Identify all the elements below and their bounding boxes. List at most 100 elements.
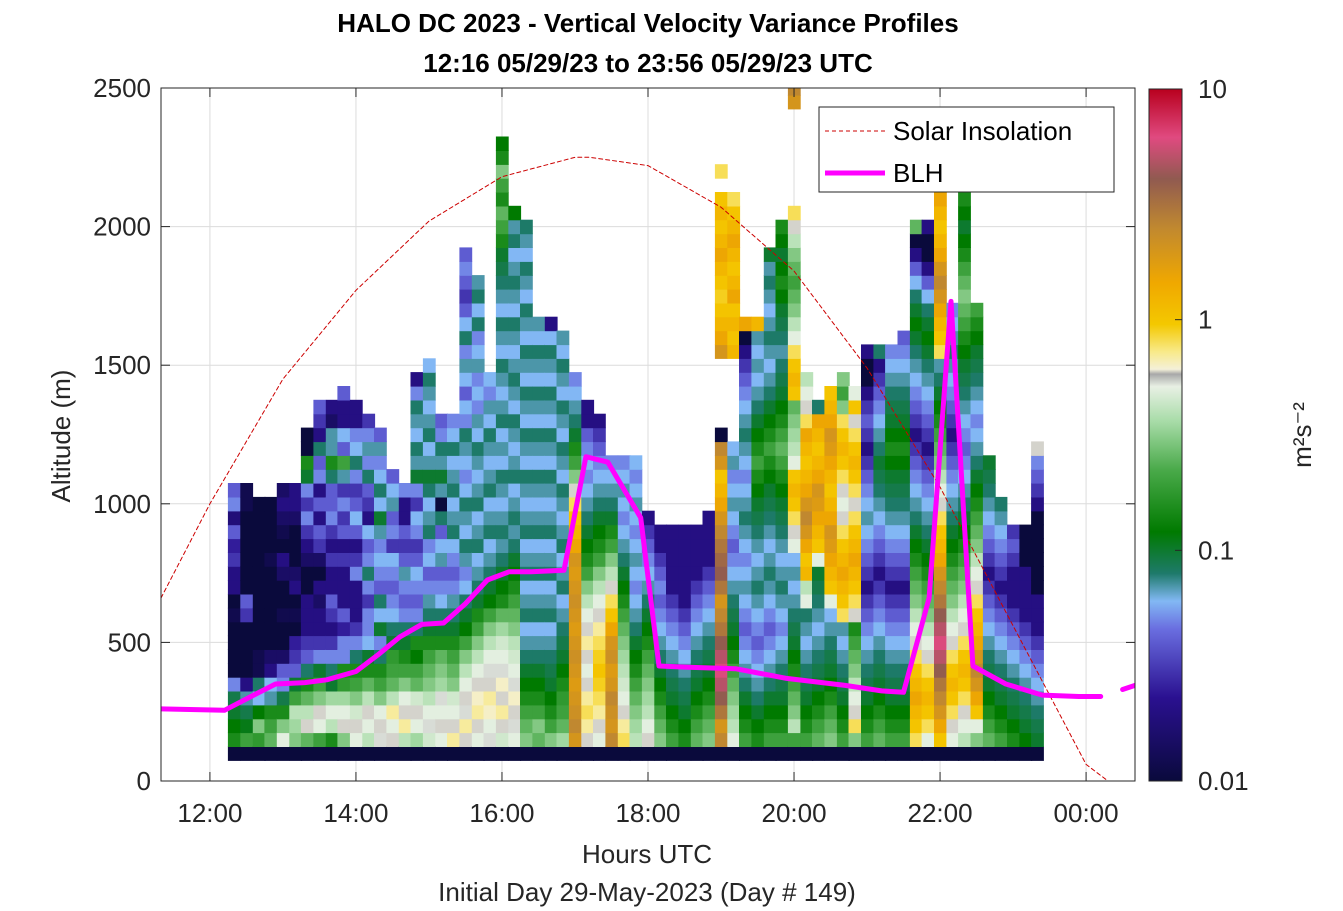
heatmap-cell — [739, 441, 752, 456]
heatmap-cell — [422, 690, 436, 706]
heatmap-cell — [848, 718, 862, 734]
heatmap-cell — [812, 580, 825, 595]
heatmap-cell — [459, 746, 473, 761]
heatmap-cell — [958, 358, 971, 373]
heatmap-cell — [240, 649, 254, 664]
heatmap-cell — [362, 677, 376, 692]
heatmap-cell — [763, 483, 777, 498]
y-tick-label: 2500 — [93, 73, 151, 103]
heatmap-cell — [1007, 635, 1020, 650]
heatmap-cell — [727, 593, 741, 609]
heatmap-cell — [544, 607, 558, 623]
heatmap-cell — [982, 580, 996, 595]
heatmap-cell — [337, 593, 351, 609]
heatmap-cell — [812, 746, 825, 761]
heatmap-cell — [885, 746, 898, 761]
heatmap-cell — [787, 635, 801, 650]
heatmap-cell — [313, 621, 327, 637]
heatmap-cell — [617, 593, 631, 609]
heatmap-cell — [897, 441, 911, 456]
heatmap-cell — [520, 635, 533, 650]
heatmap-cell — [958, 649, 971, 664]
heatmap-cell — [982, 455, 996, 470]
heatmap-cell — [495, 330, 509, 346]
heatmap-cell — [800, 607, 814, 623]
heatmap-cell — [362, 524, 376, 540]
heatmap-cell — [471, 538, 485, 553]
heatmap-cell — [824, 663, 838, 678]
heatmap-cell — [556, 344, 570, 359]
heatmap-cell — [909, 302, 923, 318]
heatmap-cell — [1031, 441, 1044, 456]
heatmap-cell — [398, 510, 412, 526]
heatmap-cell — [520, 552, 533, 567]
heatmap-cell — [593, 732, 606, 747]
heatmap-cell — [459, 316, 473, 332]
heatmap-cell — [873, 593, 887, 609]
heatmap-cell — [654, 677, 668, 692]
heatmap-cell — [605, 510, 619, 526]
heatmap-cell — [690, 566, 704, 581]
heatmap-cell — [349, 566, 363, 581]
heatmap-cell — [958, 205, 971, 221]
heatmap-cell — [495, 164, 509, 179]
heatmap-cell — [227, 510, 241, 526]
heatmap-cell — [873, 386, 887, 401]
heatmap-cell — [325, 663, 339, 678]
heatmap-cell — [398, 593, 412, 609]
heatmap-cell — [617, 746, 631, 761]
heatmap-cell — [556, 593, 570, 609]
series-line-2 — [1120, 682, 1135, 692]
heatmap-cell — [471, 718, 485, 734]
heatmap-cell — [581, 593, 595, 609]
heatmap-cell — [252, 677, 266, 692]
heatmap-cell — [252, 580, 266, 595]
heatmap-cell — [934, 746, 947, 761]
heatmap-cell — [861, 593, 874, 609]
heatmap-cell — [605, 524, 619, 540]
heatmap-cell — [398, 552, 412, 567]
heatmap-cell — [654, 746, 668, 761]
heatmap-cell — [666, 718, 679, 734]
heatmap-cell — [495, 372, 509, 387]
heatmap-cell — [1031, 524, 1044, 540]
heatmap-cell — [1031, 483, 1044, 498]
heatmap-cell — [556, 677, 570, 692]
heatmap-cell — [605, 580, 619, 595]
heatmap-cell — [483, 483, 497, 498]
heatmap-cell — [435, 732, 449, 747]
heatmap-cell — [1031, 732, 1044, 747]
heatmap-cell — [885, 552, 898, 567]
heatmap-cell — [1007, 524, 1020, 540]
heatmap-cell — [727, 289, 741, 304]
heatmap-cell — [544, 677, 558, 692]
heatmap-cell — [946, 649, 960, 664]
heatmap-cell — [727, 344, 741, 359]
heatmap-cell — [289, 566, 303, 581]
heatmap-cell — [252, 552, 266, 567]
heatmap-cell — [885, 399, 898, 415]
heatmap-cell — [946, 704, 960, 720]
heatmap-cell — [885, 690, 898, 706]
heatmap-cell — [812, 732, 825, 747]
heatmap-cell — [374, 538, 387, 553]
heatmap-cell — [861, 704, 874, 720]
heatmap-cell — [897, 399, 911, 415]
heatmap-cell — [568, 593, 582, 609]
heatmap-cell — [958, 344, 971, 359]
heatmap-cell — [593, 427, 606, 443]
heatmap-cell — [787, 247, 801, 262]
heatmap-cell — [508, 538, 522, 553]
heatmap-cell — [508, 205, 522, 221]
heatmap-cell — [921, 316, 935, 332]
heatmap-cell — [556, 732, 570, 747]
heatmap-cell — [447, 704, 460, 720]
heatmap-cell — [483, 510, 497, 526]
heatmap-cell — [921, 302, 935, 318]
heatmap-cell — [714, 164, 728, 179]
heatmap-cell — [544, 344, 558, 359]
heatmap-cell — [471, 704, 485, 720]
heatmap-cell — [885, 635, 898, 650]
heatmap-cell — [276, 524, 290, 540]
